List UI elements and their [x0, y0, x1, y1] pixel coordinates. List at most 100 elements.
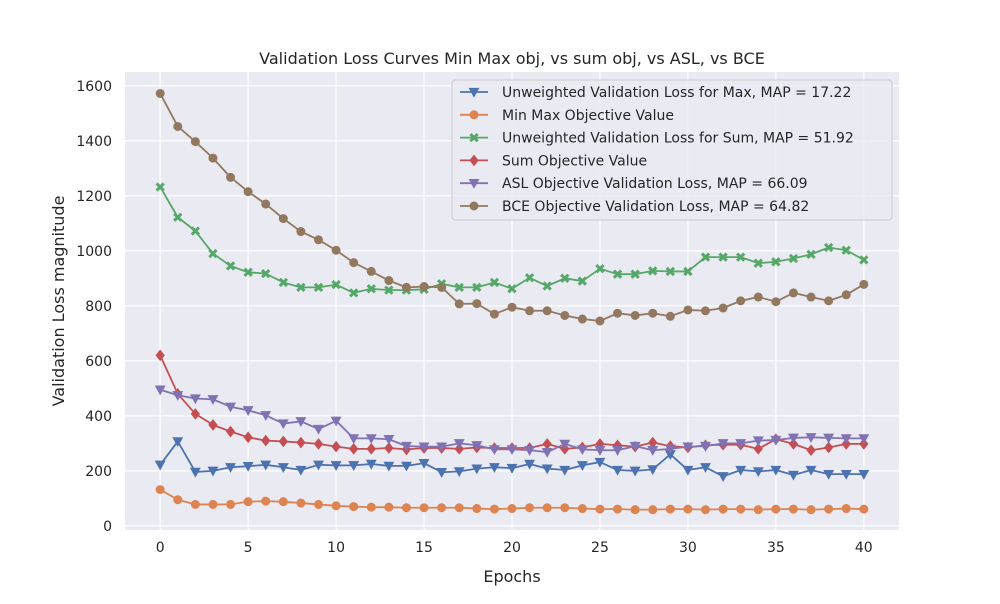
data-point [331, 440, 341, 453]
data-point [823, 433, 835, 444]
legend-label: Sum Objective Value [502, 153, 647, 169]
data-point [753, 292, 763, 302]
data-point [296, 227, 306, 237]
data-point [225, 402, 236, 413]
data-point [524, 459, 536, 470]
series-2 [155, 182, 869, 298]
legend-item: Sum Objective Value [460, 153, 647, 169]
legend-marker [469, 132, 479, 143]
data-point [858, 434, 870, 445]
y-tick-label: 1600 [76, 79, 112, 95]
data-point [753, 505, 763, 515]
data-point [806, 505, 816, 515]
data-point [260, 411, 272, 421]
legend: Unweighted Validation Loss for Max, MAP … [451, 79, 893, 221]
data-point [648, 505, 658, 515]
y-tick-label: 1200 [76, 189, 112, 205]
data-point [155, 88, 165, 98]
data-point [840, 434, 852, 445]
data-point [472, 504, 482, 514]
data-point [296, 436, 306, 449]
x-tick-label: 5 [244, 540, 253, 556]
data-point [173, 212, 183, 222]
data-point [454, 282, 464, 293]
data-point [488, 445, 500, 456]
data-point [226, 499, 236, 509]
data-point [824, 504, 834, 514]
y-tick-label: 1400 [76, 134, 112, 150]
data-point [436, 442, 448, 453]
data-point [665, 504, 675, 514]
data-point [418, 458, 430, 469]
data-point [261, 434, 271, 447]
data-point [665, 311, 675, 321]
y-tick-label: 400 [85, 409, 112, 425]
data-point [189, 467, 201, 478]
series-layer [154, 88, 870, 515]
legend-label: Min Max Objective Value [502, 108, 674, 124]
data-point [612, 446, 623, 456]
data-point [612, 269, 623, 279]
data-point [753, 443, 763, 455]
data-point [524, 446, 536, 456]
data-point [805, 433, 817, 443]
data-point [559, 439, 571, 450]
data-point [383, 435, 395, 445]
data-point [314, 235, 323, 245]
data-point [630, 505, 640, 515]
data-point [506, 445, 518, 456]
data-point [823, 242, 834, 253]
y-tick-label: 800 [85, 299, 112, 315]
data-point [595, 264, 605, 274]
data-point [788, 504, 798, 514]
data-point [682, 465, 694, 476]
data-point [841, 504, 851, 514]
data-point [208, 499, 218, 509]
data-point [349, 502, 359, 512]
data-point [771, 297, 781, 307]
data-point [208, 153, 218, 163]
data-point [788, 470, 799, 481]
data-point [225, 463, 236, 473]
data-point [313, 438, 324, 450]
data-point [648, 308, 658, 318]
data-point [278, 497, 288, 507]
data-point [612, 465, 623, 476]
x-tick-label: 30 [679, 540, 697, 556]
data-point [560, 310, 570, 320]
data-point [736, 504, 746, 514]
data-point [541, 464, 553, 475]
data-point [752, 436, 764, 447]
y-tick-label: 1000 [76, 244, 112, 260]
data-point [295, 417, 307, 427]
data-point [489, 309, 499, 319]
data-point [349, 288, 359, 298]
data-point [384, 502, 394, 512]
data-point [524, 273, 535, 283]
data-point [454, 503, 464, 513]
x-tick-label: 0 [156, 540, 165, 556]
data-point [313, 282, 324, 293]
data-point [859, 504, 869, 514]
data-point [384, 285, 394, 295]
data-point [594, 446, 606, 456]
data-point [190, 499, 200, 509]
data-point [261, 199, 271, 209]
data-point [488, 463, 500, 473]
data-point [472, 299, 482, 309]
data-point [771, 504, 781, 514]
x-axis-ticks: 0 5 10 15 20 25 30 35 40 [156, 540, 873, 556]
data-point [453, 467, 465, 478]
data-point [506, 463, 518, 474]
legend-item: Unweighted Validation Loss for Sum, MAP … [460, 131, 854, 147]
data-point [576, 461, 588, 471]
data-point [190, 408, 201, 420]
data-point [419, 282, 429, 292]
x-tick-label: 15 [415, 540, 433, 556]
data-point [173, 495, 183, 505]
legend-marker [469, 154, 479, 167]
data-point [366, 502, 376, 512]
data-point [560, 503, 570, 513]
data-point [190, 137, 200, 147]
